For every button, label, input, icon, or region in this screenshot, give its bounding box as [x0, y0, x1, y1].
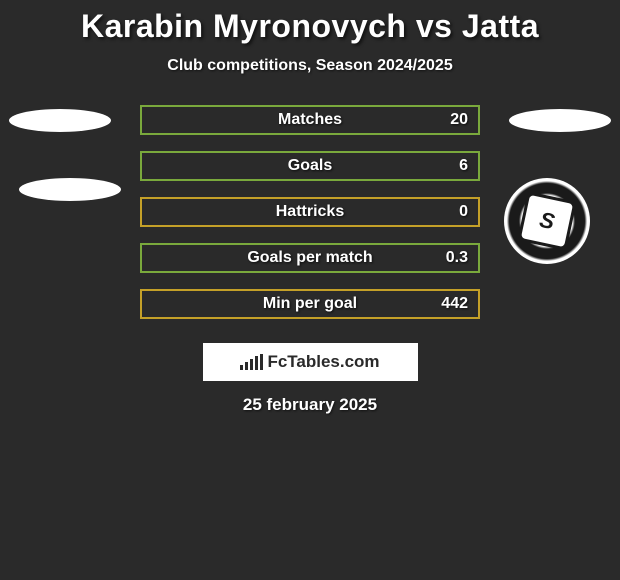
stats-card: Karabin Myronovych vs Jatta Club competi…	[0, 0, 620, 415]
stat-value: 6	[459, 157, 468, 175]
stat-label: Min per goal	[263, 295, 357, 313]
stat-value: 0.3	[446, 249, 468, 267]
crest-letter: S	[521, 195, 573, 247]
brand-text: FcTables.com	[267, 352, 379, 372]
stat-value: 0	[459, 203, 468, 221]
stat-bar-goals: Goals 6	[140, 151, 480, 181]
stat-label: Hattricks	[276, 203, 344, 221]
stat-label: Matches	[278, 111, 342, 129]
stat-bar-matches: Matches 20	[140, 105, 480, 135]
page-subtitle: Club competitions, Season 2024/2025	[0, 57, 620, 75]
brand-badge: FcTables.com	[203, 343, 418, 381]
stat-bar-hattricks: Hattricks 0	[140, 197, 480, 227]
stat-row-goals: Goals 6	[0, 151, 620, 181]
stat-row-matches: Matches 20	[0, 105, 620, 135]
club-crest: S	[504, 178, 590, 264]
chart-icon	[240, 354, 263, 370]
stat-label: Goals	[288, 157, 332, 175]
player1-badge	[9, 109, 111, 132]
page-title: Karabin Myronovych vs Jatta	[0, 8, 620, 45]
player2-badge	[509, 109, 611, 132]
stat-bar-mpg: Min per goal 442	[140, 289, 480, 319]
stat-row-mpg: Min per goal 442	[0, 289, 620, 319]
stat-label: Goals per match	[247, 249, 372, 267]
stat-value: 442	[441, 295, 468, 313]
stat-bar-gpm: Goals per match 0.3	[140, 243, 480, 273]
date-text: 25 february 2025	[0, 395, 620, 415]
stat-value: 20	[450, 111, 468, 129]
